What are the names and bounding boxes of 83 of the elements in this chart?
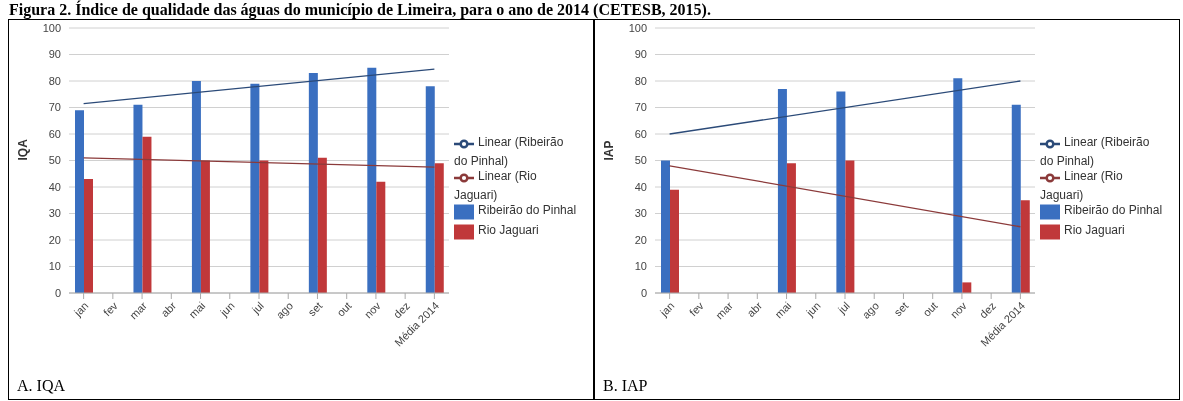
- y-tick-label: 10: [48, 260, 61, 273]
- bar: [142, 136, 152, 293]
- x-tick-label: ago: [859, 299, 882, 321]
- x-tick-label: abr: [158, 299, 179, 320]
- y-tick-label: 70: [48, 101, 61, 114]
- x-tick-label: jan: [70, 299, 91, 320]
- x-tick-label: jul: [248, 299, 266, 317]
- bar: [75, 110, 84, 293]
- bar: [376, 181, 386, 293]
- bar: [953, 78, 963, 293]
- x-tick-label: fev: [100, 299, 121, 319]
- legend-label: Linear (Rio Jaguari): [1040, 169, 1123, 202]
- bar: [845, 160, 855, 293]
- y-tick-label: 90: [634, 48, 647, 61]
- x-tick-label: mar: [127, 299, 150, 322]
- bar: [777, 88, 787, 293]
- x-tick-label: mai: [772, 299, 794, 321]
- bar: [425, 86, 435, 293]
- x-tick-label: mar: [713, 299, 736, 322]
- y-tick-label: 20: [634, 233, 647, 246]
- bar: [1011, 104, 1021, 293]
- legend-label: Linear (Ribeirão do Pinhal): [1040, 135, 1150, 168]
- y-tick-label: 10: [634, 260, 647, 273]
- x-tick-label: jun: [217, 299, 237, 320]
- bar: [786, 163, 796, 293]
- y-tick-label: 60: [48, 127, 61, 140]
- x-tick-label: set: [891, 299, 911, 319]
- bar: [308, 73, 318, 293]
- legend-label: Linear (Ribeirão do Pinhal): [454, 135, 564, 168]
- text: B. IAP: [603, 377, 648, 395]
- y-tick-label: 100: [42, 21, 61, 34]
- y-tick-label: 40: [634, 180, 647, 193]
- x-tick-label: mai: [186, 299, 208, 321]
- y-tick-label: 30: [48, 207, 61, 220]
- y-tick-label: 0: [640, 286, 647, 299]
- x-tick-label: fev: [686, 299, 707, 319]
- x-tick-label: nov: [947, 299, 970, 321]
- x-tick-label: ago: [273, 299, 296, 321]
- x-tick-label: dez: [391, 299, 413, 321]
- y-axis-title: IQA: [16, 138, 31, 161]
- legend-label: Ribeirão do Pinhal: [1064, 203, 1163, 218]
- x-tick-label: jan: [656, 299, 677, 320]
- y-tick-label: 80: [634, 74, 647, 87]
- bar: [962, 282, 972, 293]
- text: A. IQA: [17, 377, 65, 395]
- legend-label: Rio Jaguari: [1064, 223, 1125, 238]
- bar: [1020, 200, 1030, 293]
- x-tick-label: dez: [977, 299, 999, 321]
- y-tick-label: 50: [48, 154, 61, 167]
- bar: [367, 67, 377, 293]
- bar: [670, 189, 679, 293]
- y-tick-label: 20: [48, 233, 61, 246]
- bar: [200, 160, 210, 293]
- y-tick-label: 70: [634, 101, 647, 114]
- bar: [191, 81, 201, 293]
- y-tick-label: 0: [54, 286, 61, 299]
- bar: [84, 179, 93, 293]
- bar: [250, 83, 260, 293]
- bar: [661, 160, 670, 293]
- x-tick-label: out: [920, 299, 940, 319]
- x-tick-label: nov: [361, 299, 384, 321]
- y-tick-label: 30: [634, 207, 647, 220]
- y-tick-label: 40: [48, 180, 61, 193]
- bar: [133, 104, 143, 293]
- y-tick-label: 60: [634, 127, 647, 140]
- bar: [836, 91, 846, 293]
- chart-title: Figura 2. Índice de qualidade das águas do município de Limeira, para o ano de 2014 (CETESB, 2015).: [9, 1, 711, 19]
- x-tick-label: set: [305, 299, 325, 319]
- y-tick-label: 50: [634, 154, 647, 167]
- x-tick-label: jun: [803, 299, 823, 320]
- y-tick-label: 90: [48, 48, 61, 61]
- legend-label: Rio Jaguari: [478, 223, 539, 238]
- y-tick-label: 100: [628, 21, 647, 34]
- legend-label: Ribeirão do Pinhal: [478, 203, 577, 218]
- x-tick-label: out: [334, 299, 354, 319]
- y-axis-title: IAP: [602, 140, 617, 161]
- y-tick-label: 80: [48, 74, 61, 87]
- legend-label: Linear (Rio Jaguari): [454, 169, 537, 202]
- bar: [259, 160, 269, 293]
- bar: [434, 163, 444, 293]
- bar: [317, 157, 327, 293]
- x-tick-label: abr: [744, 299, 765, 320]
- x-tick-label: jul: [834, 299, 852, 317]
